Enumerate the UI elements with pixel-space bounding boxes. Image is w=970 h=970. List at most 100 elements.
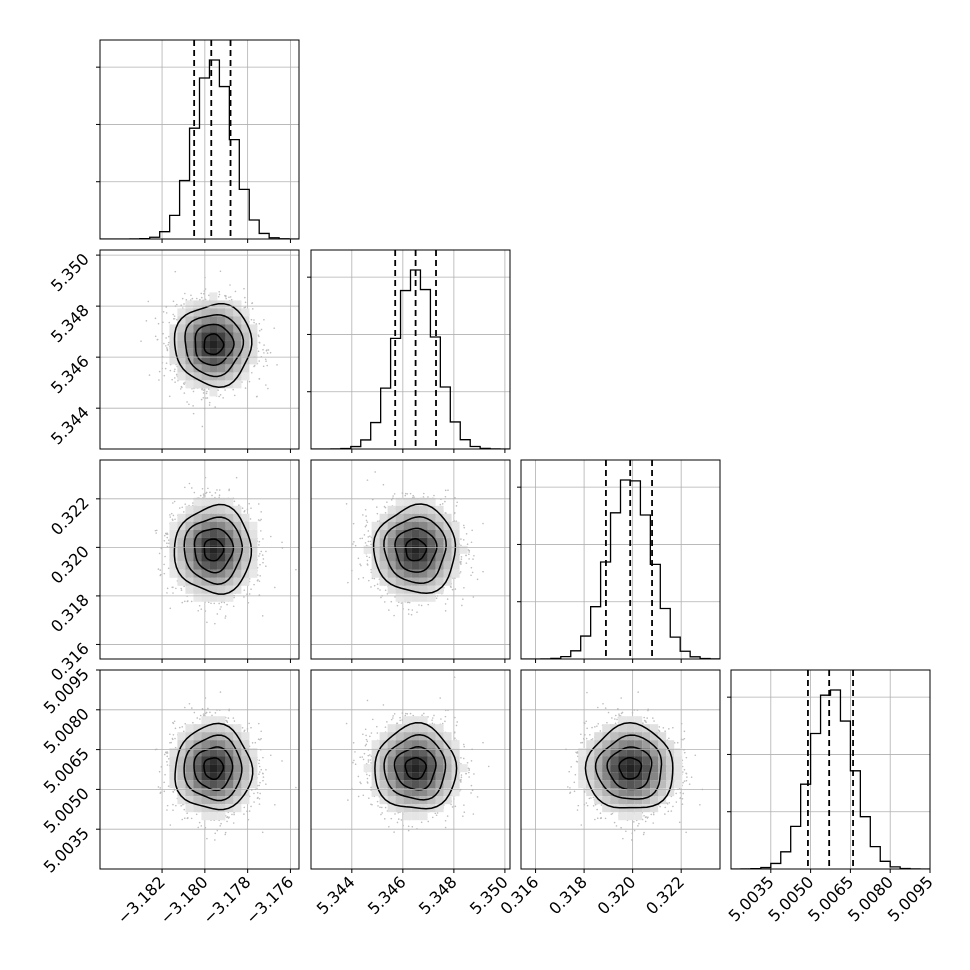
- scatter-point: [188, 482, 191, 485]
- density-cell: [169, 324, 178, 333]
- density-cell: [217, 308, 226, 317]
- density-cell: [201, 348, 210, 357]
- scatter-point: [173, 370, 176, 373]
- density-cell: [209, 292, 218, 301]
- scatter-point: [258, 544, 260, 546]
- density-cell: [241, 372, 250, 381]
- scatter-point: [183, 303, 185, 305]
- scatter-point: [244, 306, 247, 309]
- scatter-point: [253, 319, 255, 321]
- scatter-point: [200, 398, 203, 401]
- density-cell: [177, 324, 186, 333]
- scatter-point: [190, 294, 192, 297]
- density-cell: [225, 316, 234, 325]
- scatter-point: [169, 369, 172, 372]
- scatter-point: [251, 302, 253, 305]
- density-cell: [217, 372, 226, 381]
- density-cell: [241, 332, 250, 341]
- scatter-point: [188, 403, 190, 406]
- scatter-point: [258, 341, 261, 344]
- scatter-point: [208, 401, 211, 404]
- density-cell: [217, 364, 226, 373]
- scatter-point: [173, 315, 176, 317]
- scatter-point: [250, 588, 252, 590]
- density-cell: [169, 356, 178, 365]
- scatter-point: [198, 604, 201, 607]
- scatter-point: [158, 552, 161, 555]
- density-cell: [209, 356, 218, 365]
- scatter-point: [180, 304, 182, 307]
- scatter-point: [173, 500, 176, 503]
- scatter-point: [225, 297, 227, 300]
- scatter-point: [204, 492, 207, 495]
- scatter-point: [154, 335, 157, 338]
- scatter-point: [257, 503, 260, 505]
- scatter-point: [167, 341, 170, 344]
- scatter-point: [224, 615, 227, 617]
- scatter-point: [260, 511, 262, 513]
- scatter-point: [207, 487, 209, 490]
- density-cell: [209, 324, 218, 333]
- scatter-point: [222, 397, 224, 399]
- scatter-point: [165, 345, 167, 347]
- scatter-point: [183, 383, 186, 386]
- scatter-point: [196, 297, 198, 300]
- scatter-point: [167, 539, 170, 541]
- scatter-point: [260, 518, 262, 521]
- scatter-point: [241, 381, 243, 383]
- scatter-point: [202, 292, 205, 295]
- scatter-point: [201, 425, 204, 428]
- panel-0-0: [96, 39, 300, 243]
- scatter-point: [266, 364, 269, 367]
- scatter-point: [154, 317, 157, 320]
- density-cell: [209, 332, 218, 341]
- scatter-point: [165, 306, 168, 308]
- scatter-point: [181, 297, 184, 300]
- contour-line: [173, 302, 253, 388]
- scatter-point: [253, 321, 255, 324]
- density-cell: [233, 300, 242, 309]
- scatter-point: [218, 494, 221, 497]
- scatter-point: [258, 555, 260, 557]
- scatter-point: [172, 300, 175, 303]
- scatter-point: [158, 379, 160, 381]
- density-cell: [177, 308, 186, 317]
- scatter-point: [262, 558, 265, 560]
- scatter-point: [244, 301, 247, 304]
- scatter-point: [173, 317, 176, 320]
- scatter-point: [259, 575, 261, 577]
- scatter-point: [176, 318, 178, 321]
- scatter-point: [255, 323, 258, 325]
- scatter-point: [162, 332, 164, 335]
- panel-frame: [99, 39, 300, 240]
- scatter-point: [175, 587, 177, 590]
- scatter-point: [166, 542, 168, 545]
- density-cell: [249, 324, 258, 333]
- scatter-point: [181, 506, 184, 509]
- scatter-point: [224, 294, 227, 297]
- scatter-point: [168, 335, 170, 338]
- scatter-point: [257, 350, 260, 353]
- scatter-point: [159, 569, 162, 571]
- scatter-point: [217, 389, 219, 392]
- contour-line: [184, 314, 245, 378]
- y-tick-label: 5.348: [47, 301, 93, 347]
- scatter-point: [267, 349, 270, 351]
- density-cell: [193, 356, 202, 365]
- density-cell: [177, 372, 186, 381]
- density-cell: [185, 348, 194, 357]
- scatter-point: [168, 321, 171, 324]
- density-cell: [241, 348, 250, 357]
- scatter-point: [263, 344, 265, 346]
- density-cell: [217, 380, 226, 389]
- scatter-point: [229, 284, 231, 286]
- scatter-point: [258, 378, 261, 380]
- scatter-point: [140, 340, 142, 342]
- scatter-point: [261, 615, 264, 617]
- scatter-point: [172, 313, 175, 316]
- scatter-point: [238, 504, 240, 506]
- scatter-point: [214, 406, 217, 408]
- density-cell: [193, 348, 202, 357]
